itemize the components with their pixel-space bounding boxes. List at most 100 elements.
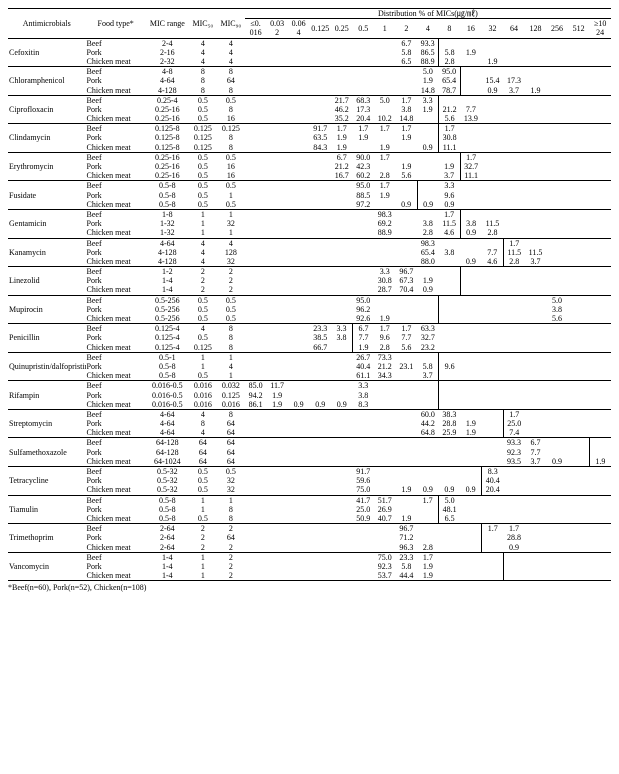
dist-cell <box>266 438 288 448</box>
dist-cell: 1.9 <box>525 86 547 96</box>
dist-cell <box>331 48 353 57</box>
dist-cell <box>439 95 461 105</box>
dist-cell <box>309 485 331 495</box>
mic90: 8 <box>217 409 245 419</box>
dist-cell <box>503 105 525 114</box>
mic90: 0.5 <box>217 152 245 162</box>
dist-cell <box>568 162 590 171</box>
dist-cell <box>331 485 353 495</box>
dist-cell <box>309 543 331 553</box>
table-row: Pork0.5-80.5188.51.99.6 <box>8 191 611 200</box>
dist-cell <box>460 514 482 524</box>
mic90: 64 <box>217 76 245 85</box>
hdr-dist: Distribution % of MICs(㎍/㎖) <box>245 9 611 19</box>
dist-cell <box>374 67 396 77</box>
dist-cell <box>352 248 374 257</box>
dist-cell <box>546 143 568 153</box>
dist-cell <box>309 152 331 162</box>
table-row: Chicken meat0.5-80.50.597.20.90.90.9 <box>8 200 611 210</box>
dist-cell <box>352 38 374 48</box>
food-type: Beef <box>86 552 146 562</box>
dist-cell <box>309 257 331 267</box>
dist-cell: 75.0 <box>352 485 374 495</box>
dist-cell <box>245 133 267 142</box>
dist-cell <box>266 419 288 428</box>
mic50: 1 <box>189 505 217 514</box>
dist-cell <box>309 467 331 477</box>
dist-cell <box>417 352 439 362</box>
dist-cell <box>482 124 504 134</box>
table-row: TiamulinBeef0.5-81141.751.71.75.0 <box>8 495 611 505</box>
hdr-dist-3: 0.125 <box>309 19 331 38</box>
dist-cell <box>417 267 439 277</box>
dist-cell <box>309 448 331 457</box>
dist-cell: 88.5 <box>352 191 374 200</box>
dist-cell <box>546 76 568 85</box>
dist-cell: 5.6 <box>396 343 418 353</box>
dist-cell <box>309 391 331 400</box>
dist-cell <box>546 562 568 571</box>
dist-cell <box>331 276 353 285</box>
mic-range: 1-4 <box>146 571 189 581</box>
dist-cell <box>266 362 288 371</box>
table-row: FusidateBeef0.5-80.50.595.01.73.3 <box>8 181 611 191</box>
mic-range: 4-64 <box>146 419 189 428</box>
dist-cell <box>503 305 525 314</box>
dist-cell <box>309 381 331 391</box>
dist-cell <box>525 305 547 314</box>
dist-cell <box>546 352 568 362</box>
mic50: 0.5 <box>189 191 217 200</box>
dist-cell <box>352 457 374 467</box>
dist-cell <box>396 352 418 362</box>
dist-cell <box>546 485 568 495</box>
dist-cell <box>482 428 504 438</box>
dist-cell: 34.3 <box>374 371 396 381</box>
food-type: Beef <box>86 38 146 48</box>
mic90: 64 <box>217 533 245 542</box>
mic50: 4 <box>189 38 217 48</box>
mic90: 2 <box>217 562 245 571</box>
dist-cell <box>266 533 288 542</box>
dist-cell: 95.0 <box>439 67 461 77</box>
dist-cell: 94.2 <box>245 391 267 400</box>
dist-cell <box>309 495 331 505</box>
food-type: Beef <box>86 352 146 362</box>
dist-cell <box>589 314 611 324</box>
dist-cell <box>589 295 611 305</box>
dist-cell <box>546 57 568 67</box>
dist-cell: 68.3 <box>352 95 374 105</box>
mic90: 2 <box>217 571 245 581</box>
dist-cell <box>288 571 310 581</box>
dist-cell <box>568 448 590 457</box>
dist-cell <box>396 305 418 314</box>
dist-cell <box>396 438 418 448</box>
dist-cell <box>352 86 374 96</box>
dist-cell: 3.7 <box>525 457 547 467</box>
dist-cell <box>331 419 353 428</box>
dist-cell <box>266 285 288 295</box>
dist-cell <box>482 285 504 295</box>
mic-range: 0.25-16 <box>146 114 189 124</box>
table-row: Chicken meat1-41253.744.41.9 <box>8 571 611 581</box>
dist-cell: 1.9 <box>589 457 611 467</box>
table-row: VancomycinBeef1-41275.023.31.7 <box>8 552 611 562</box>
dist-cell: 7.7 <box>396 333 418 342</box>
dist-cell <box>266 562 288 571</box>
dist-cell <box>568 76 590 85</box>
dist-cell <box>503 562 525 571</box>
dist-cell: 93.3 <box>503 438 525 448</box>
dist-cell: 15.4 <box>482 76 504 85</box>
dist-cell <box>374 400 396 410</box>
dist-cell: 8.3 <box>352 400 374 410</box>
table-row: Pork4-648641.965.415.417.3 <box>8 76 611 85</box>
dist-cell: 20.4 <box>482 485 504 495</box>
dist-cell: 0.9 <box>309 400 331 410</box>
dist-cell <box>266 238 288 248</box>
dist-cell <box>482 362 504 371</box>
dist-cell <box>352 409 374 419</box>
dist-cell <box>589 267 611 277</box>
dist-cell <box>439 562 461 571</box>
dist-cell <box>589 419 611 428</box>
dist-cell <box>396 191 418 200</box>
dist-cell <box>482 133 504 142</box>
